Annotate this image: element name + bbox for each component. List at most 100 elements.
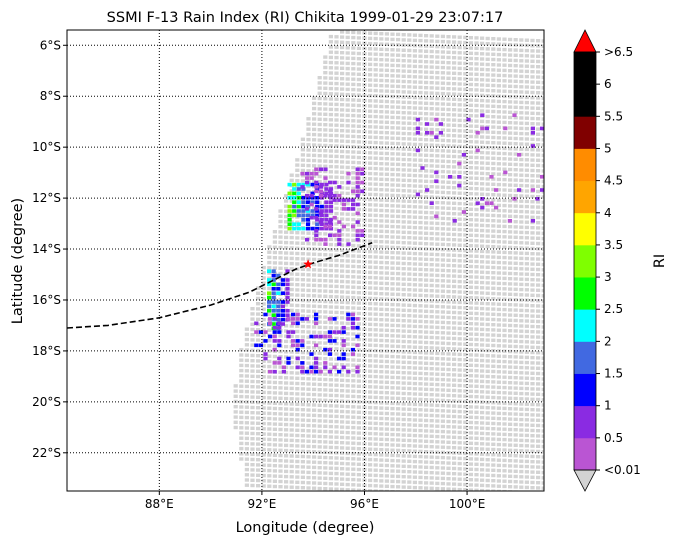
swath-pixel [362,31,367,35]
swath-pixel [340,321,345,325]
swath-pixel [317,263,322,267]
swath-pixel [356,441,361,446]
swath-pixel [278,453,283,458]
swath-pixel [474,353,479,357]
swath-pixel [474,322,479,326]
swath-pixel [541,382,544,386]
swath-pixel [480,447,485,451]
swath-pixel [536,137,541,142]
swath-pixel [519,220,524,224]
swath-pixel [463,207,468,211]
x-axis-label: Longitude (degree) [236,520,375,536]
swath-pixel [306,169,311,173]
swath-pixel [530,96,535,100]
rain-pixel [415,131,420,135]
swath-pixel [463,46,468,50]
swath-pixel [306,481,311,485]
swath-pixel [284,443,289,448]
swath-pixel [530,116,535,121]
swath-pixel [328,164,333,169]
swath-pixel [474,483,479,487]
swath-pixel [407,189,412,193]
colorbar-frame [573,51,597,471]
swath-pixel [407,449,412,453]
swath-pixel [390,105,395,109]
swath-pixel [524,236,529,240]
swath-pixel [440,445,445,449]
swath-pixel [480,161,485,165]
swath-pixel [284,454,289,458]
swath-pixel [351,51,356,55]
swath-pixel [418,96,423,100]
swath-pixel [480,312,485,316]
swath-pixel [351,285,356,289]
swath-pixel [474,207,479,212]
swath-pixel [362,270,367,274]
swath-pixel [480,384,485,389]
swath-pixel [306,470,311,475]
swath-pixel [300,257,305,261]
swath-pixel [306,403,311,407]
swath-pixel [524,262,529,266]
swath-pixel [334,445,339,450]
swath-pixel [480,93,485,98]
swath-pixel [368,114,373,119]
swath-pixel [541,216,544,220]
swath-pixel [317,440,322,444]
swath-pixel [536,65,541,69]
colorbar-segment [574,116,596,149]
swath-pixel [452,238,457,242]
swath-pixel [440,383,445,387]
swath-pixel [440,471,445,475]
swath-pixel [334,300,339,304]
swath-pixel [418,335,423,339]
swath-pixel [429,309,434,314]
swath-pixel [407,80,412,84]
swath-pixel [536,106,541,110]
swath-pixel [334,482,339,486]
swath-pixel [440,211,445,215]
swath-pixel [480,280,485,285]
swath-pixel [379,328,384,332]
swath-pixel [384,84,389,88]
swath-pixel [463,98,468,102]
swath-pixel [323,341,328,345]
rain-pixel [360,229,365,233]
swath-pixel [480,130,485,134]
swath-pixel [390,214,395,218]
swath-pixel [480,140,485,144]
swath-pixel [496,125,501,130]
swath-pixel [368,411,373,415]
swath-pixel [446,170,451,174]
swath-pixel [468,457,473,461]
swath-pixel [468,306,473,310]
swath-pixel [491,208,496,212]
swath-pixel [508,178,513,182]
swath-pixel [351,113,356,118]
swath-pixel [345,30,350,34]
swath-pixel [306,455,311,459]
swath-pixel [491,109,496,114]
swath-pixel [440,346,445,351]
swath-pixel [390,141,395,146]
swath-pixel [401,189,406,193]
swath-pixel [485,338,490,342]
swath-pixel [452,87,457,91]
swath-pixel [340,337,345,341]
swath-pixel [256,286,261,290]
swath-pixel [491,375,496,379]
swath-pixel [351,160,356,165]
rain-pixel [341,356,346,361]
swath-pixel [412,480,417,485]
rain-pixel [461,153,466,157]
swath-pixel [317,86,322,90]
swath-pixel [536,475,541,480]
swath-pixel [491,130,496,134]
swath-pixel [435,242,440,246]
swath-pixel [468,483,473,487]
swath-pixel [446,66,451,70]
swath-pixel [480,405,485,410]
swath-pixel [401,59,406,63]
swath-pixel [312,148,317,152]
swath-pixel [468,368,473,373]
